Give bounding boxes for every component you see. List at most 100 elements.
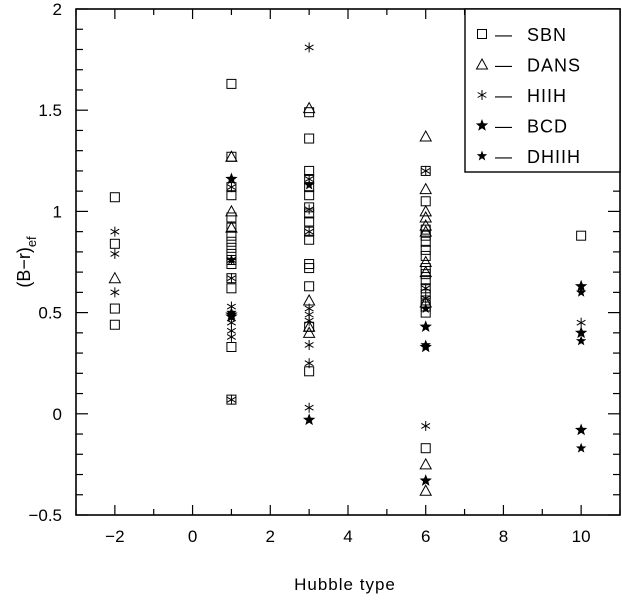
y-tick-label: 2 [53, 0, 62, 19]
point-hiih [226, 182, 237, 193]
x-tick-label: 6 [421, 527, 430, 546]
point-bcd [419, 474, 432, 486]
point-dans [419, 182, 433, 195]
point-dhiih [226, 307, 237, 318]
legend-dash: — [495, 86, 512, 105]
point-hiih [226, 394, 237, 405]
legend-dash: — [495, 56, 512, 75]
asterisk-stroke [576, 319, 586, 326]
asterisk-stroke [477, 92, 487, 98]
asterisk-stroke [110, 228, 120, 235]
x-tick-label: 2 [266, 527, 275, 546]
series-bcd [225, 172, 588, 486]
asterisk-stroke [304, 317, 314, 324]
point-dhiih [575, 286, 587, 297]
point-dans [419, 129, 433, 142]
point-sbn [109, 319, 120, 330]
legend-label: BCD [527, 117, 568, 137]
point-hiih [304, 339, 314, 350]
point-dans [302, 326, 316, 338]
legend-dash: — [495, 25, 512, 44]
y-tick-label: 1.5 [38, 101, 62, 120]
point-sbn [226, 342, 237, 353]
legend-label: DANS [527, 56, 581, 76]
y-tick-label: 1 [53, 202, 62, 221]
asterisk-stroke [421, 167, 431, 174]
point-bcd [225, 172, 238, 185]
asterisk-stroke [304, 44, 314, 51]
point-sbn [226, 230, 237, 241]
svg-text:(B−r)ef: (B−r)ef [14, 236, 39, 288]
point-bcd [225, 310, 238, 322]
data-points [108, 42, 588, 496]
asterisk-stroke [110, 250, 120, 257]
point-hiih [110, 226, 120, 237]
point-dans [225, 221, 238, 233]
legend-label: SBN [527, 25, 567, 45]
asterisk-stroke [226, 327, 237, 334]
point-sbn [109, 192, 120, 203]
point-sbn [420, 269, 431, 280]
point-hiih [226, 273, 237, 284]
point-sbn [226, 242, 237, 253]
asterisk-icon [477, 90, 487, 100]
point-hiih [304, 204, 314, 215]
point-sbn [304, 263, 315, 274]
point-hiih [304, 226, 314, 237]
series-dans [108, 101, 433, 496]
point-hiih [304, 315, 314, 326]
x-axis-label: Hubble type [294, 575, 396, 594]
asterisk-stroke [226, 184, 237, 191]
point-sbn [304, 133, 315, 144]
point-hiih [304, 42, 314, 53]
legend-item-hiih: — HIIH [477, 86, 566, 106]
legend-dash: — [495, 117, 512, 136]
y-axis-label-main: (B−r) [14, 247, 34, 288]
point-sbn [304, 216, 315, 227]
y-tick-label: 0.5 [38, 304, 62, 323]
square-icon [477, 29, 487, 39]
asterisk-stroke [304, 228, 314, 235]
legend-item-dhiih: — DHIIH [476, 147, 581, 167]
asterisk-stroke [304, 311, 314, 318]
point-dans [302, 101, 316, 114]
asterisk-stroke [421, 285, 431, 292]
y-tick-label: 0 [53, 405, 62, 424]
asterisk-stroke [226, 396, 237, 403]
asterisk-stroke [304, 305, 314, 312]
point-dans [419, 219, 433, 231]
star-icon [475, 119, 489, 131]
legend-label: DHIIH [527, 147, 581, 167]
point-hiih [421, 420, 431, 431]
legend-item-sbn: — SBN [477, 25, 567, 45]
asterisk-stroke [304, 206, 314, 213]
x-tick-label: 8 [499, 527, 508, 546]
point-dhiih [226, 254, 237, 265]
legend-item-bcd: — BCD [475, 117, 568, 137]
point-sbn [304, 190, 315, 201]
asterisk-stroke [304, 360, 314, 367]
point-sbn [226, 212, 237, 223]
point-dans [419, 210, 433, 223]
point-bcd [574, 423, 588, 436]
point-dans [419, 255, 433, 267]
point-sbn [226, 283, 237, 294]
point-dans [225, 204, 238, 217]
asterisk-stroke [110, 289, 120, 296]
x-tick-label: 0 [188, 527, 197, 546]
series-dhiih [226, 179, 587, 453]
point-hiih [304, 402, 314, 413]
point-dhiih [303, 179, 315, 190]
point-hiih [421, 283, 431, 294]
asterisk-stroke [304, 342, 314, 348]
point-dans [419, 225, 433, 237]
point-sbn [420, 196, 431, 207]
y-tick-label: −0.5 [28, 506, 62, 525]
x-tick-label: 10 [572, 527, 591, 546]
point-bcd [302, 413, 316, 426]
point-sbn [226, 236, 237, 247]
y-axis-label: (B−r)ef [14, 236, 39, 288]
point-bcd [574, 279, 588, 292]
point-hiih [421, 293, 431, 304]
